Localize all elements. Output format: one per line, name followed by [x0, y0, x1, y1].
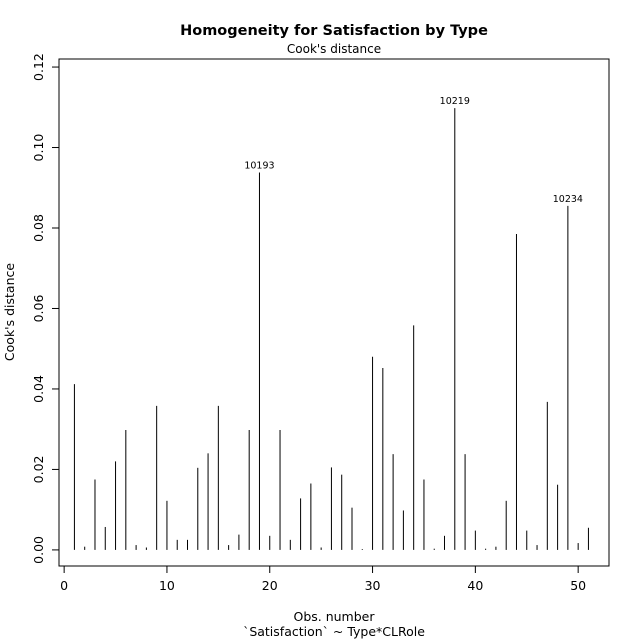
chart-title: Homogeneity for Satisfaction by Type [180, 23, 488, 39]
x-axis-formula: `Satisfaction` ~ Type*CLRole [243, 624, 425, 639]
x-tick-label: 30 [365, 578, 381, 593]
y-tick-label: 0.06 [31, 295, 46, 323]
x-tick-label: 40 [467, 578, 483, 593]
chart-subtitle: Cook's distance [287, 42, 381, 56]
y-tick-label: 0.04 [31, 375, 46, 403]
x-tick-label: 50 [570, 578, 586, 593]
x-tick-label: 10 [159, 578, 175, 593]
outlier-label: 10219 [440, 96, 470, 107]
y-tick-label: 0.00 [31, 536, 46, 564]
y-axis: 0.00 0.02 0.04 0.06 0.08 0.10 0.12 [31, 53, 59, 564]
x-axis: 0 10 20 30 40 50 [60, 566, 586, 593]
outlier-label: 10193 [244, 160, 274, 171]
data-spikes [73, 108, 589, 550]
x-tick-label: 0 [60, 578, 68, 593]
point-labels: 10193 10219 10234 [244, 96, 583, 205]
y-tick-label: 0.12 [31, 53, 46, 81]
y-tick-label: 0.08 [31, 214, 46, 242]
x-axis-title: Obs. number [293, 609, 375, 624]
outlier-label: 10234 [553, 194, 583, 205]
y-axis-title: Cook's distance [2, 263, 17, 361]
x-tick-label: 20 [262, 578, 278, 593]
plot-frame [58, 58, 610, 567]
y-tick-label: 0.02 [31, 456, 46, 484]
y-tick-label: 0.10 [31, 134, 46, 162]
